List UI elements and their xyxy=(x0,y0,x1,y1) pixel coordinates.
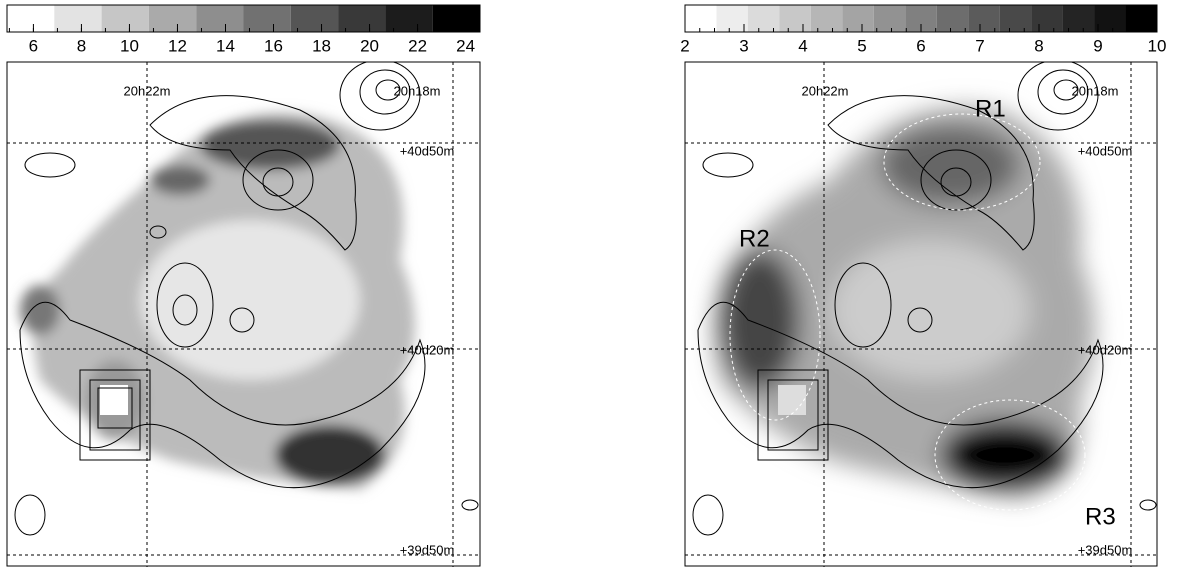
coordinate-label: 20h18m xyxy=(394,83,441,98)
tick-label: 22 xyxy=(408,36,427,55)
colorbar-step xyxy=(747,5,780,32)
colorbar-step xyxy=(842,5,874,32)
colorbar-step xyxy=(1031,5,1063,32)
colorbar-step xyxy=(936,5,969,32)
intensity xyxy=(713,106,1095,500)
colorbar-step xyxy=(101,5,149,32)
coordinate-label: +39d50m xyxy=(400,542,455,557)
colorbar-step xyxy=(385,5,433,32)
colorbar-step xyxy=(7,5,55,32)
intensity xyxy=(20,112,415,490)
tick-label: 5 xyxy=(857,36,866,55)
colorbar-step xyxy=(873,5,906,32)
colorbar-step xyxy=(1094,5,1126,32)
tick-label: 18 xyxy=(312,36,331,55)
region-label: R3 xyxy=(1085,503,1116,530)
coordinate-label: 20h22m xyxy=(802,83,849,98)
contours xyxy=(14,62,479,536)
tick-label: 14 xyxy=(216,36,235,55)
left-map xyxy=(14,62,479,536)
colorbar-step xyxy=(716,5,748,32)
colorbar-step xyxy=(432,5,480,32)
colorbar-step xyxy=(810,5,843,32)
tick-label: 16 xyxy=(264,36,283,55)
colorbar-step xyxy=(148,5,197,32)
tick-label: 9 xyxy=(1093,36,1102,55)
tick-label: 6 xyxy=(916,36,925,55)
colorbar-frame xyxy=(6,4,481,33)
coordinate-label: +40d50m xyxy=(400,143,455,158)
colorbar-step xyxy=(968,5,1000,32)
regions xyxy=(729,113,1086,511)
tick-label: 24 xyxy=(456,36,475,55)
colorbar-step xyxy=(999,5,1032,32)
coordinate-label: 20h22m xyxy=(124,83,171,98)
tick-label: 20 xyxy=(360,36,379,55)
tick-label: 12 xyxy=(168,36,187,55)
tick-label: 4 xyxy=(798,36,807,55)
region-label: R1 xyxy=(975,95,1006,122)
coordinate-label: +40d50m xyxy=(1078,143,1133,158)
map-frame xyxy=(684,61,1158,567)
coordinate-label: +39d50m xyxy=(1078,542,1133,557)
region-label: R2 xyxy=(739,225,770,252)
coordinate-label: 20h18m xyxy=(1072,83,1119,98)
colorbar-step xyxy=(54,5,102,32)
tick-label: 6 xyxy=(29,36,38,55)
colorbar-step xyxy=(685,5,717,32)
contours xyxy=(692,62,1157,536)
map-frame xyxy=(6,61,481,567)
colorbar-step xyxy=(243,5,291,32)
coordinate-label: +40d20m xyxy=(400,342,455,357)
colorbar-step xyxy=(779,5,811,32)
tick-label: 8 xyxy=(1034,36,1043,55)
right-map xyxy=(692,62,1157,536)
colorbar-step xyxy=(196,5,244,32)
colorbar-step xyxy=(338,5,386,32)
tick-label: 10 xyxy=(1148,36,1167,55)
tick-label: 8 xyxy=(77,36,86,55)
tick-label: 2 xyxy=(680,36,689,55)
colorbar-step xyxy=(1125,5,1157,32)
colorbar-step xyxy=(1062,5,1095,32)
tick-label: 3 xyxy=(739,36,748,55)
coordinate-label: +40d20m xyxy=(1078,342,1133,357)
tick-label: 10 xyxy=(120,36,139,55)
colorbar-step xyxy=(290,5,339,32)
tick-label: 7 xyxy=(975,36,984,55)
